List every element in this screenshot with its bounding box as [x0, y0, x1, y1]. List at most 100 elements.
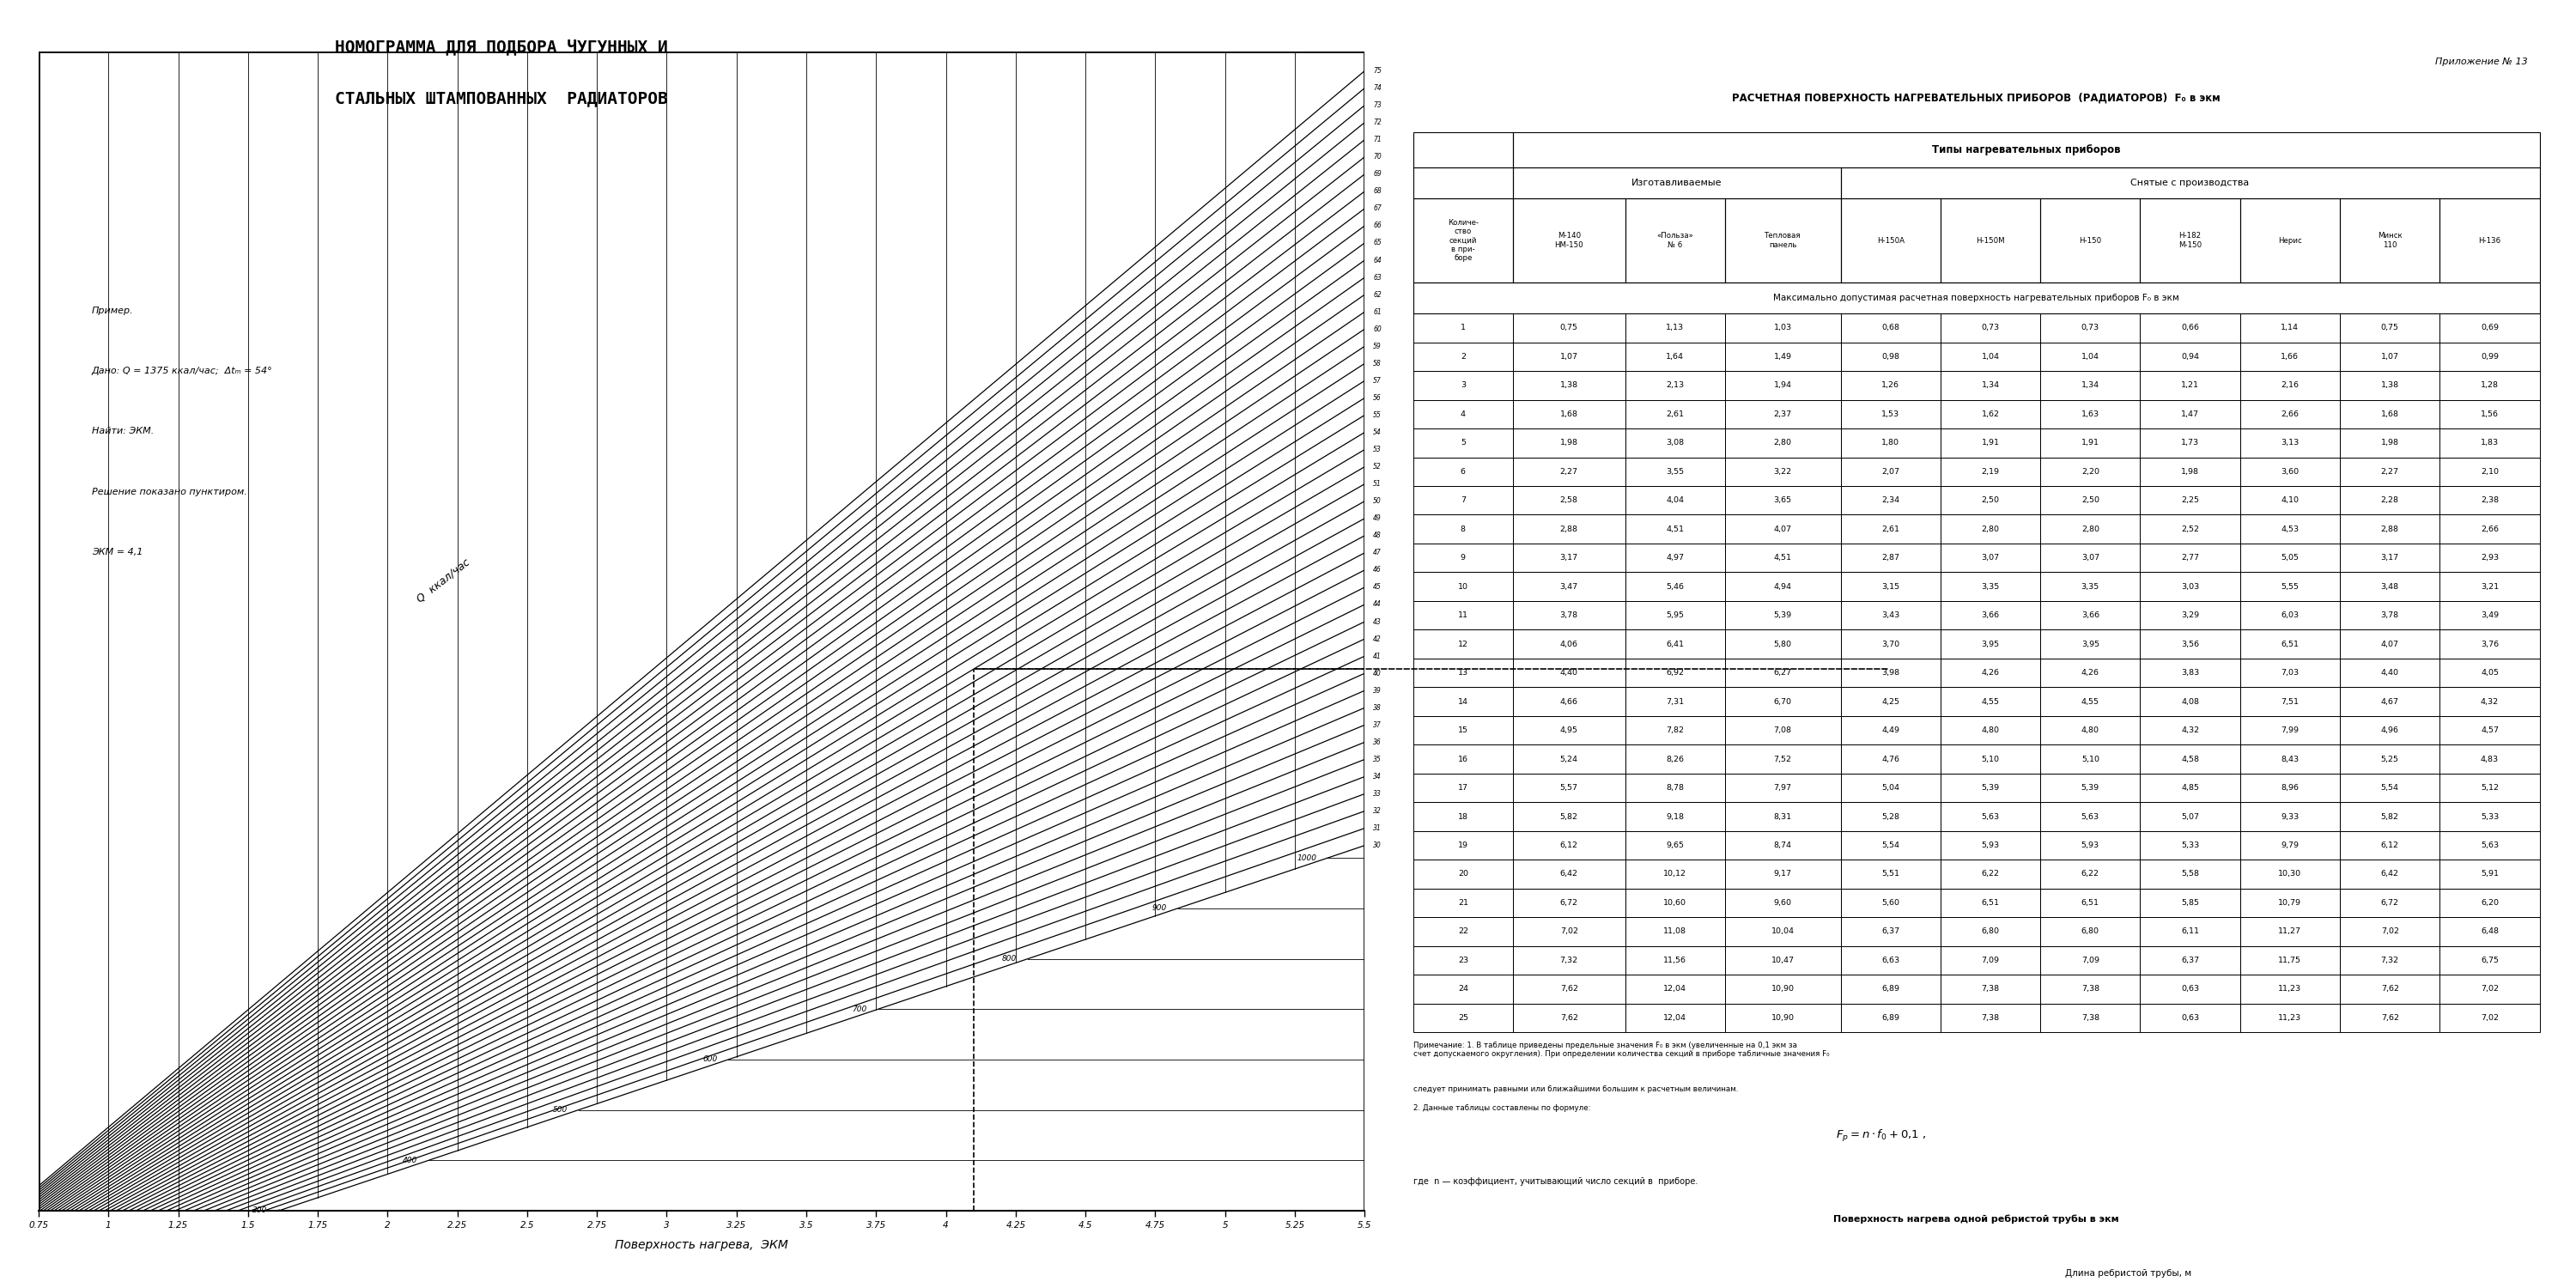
Bar — [1414, 371, 1512, 399]
Text: 7,99: 7,99 — [2280, 726, 2298, 734]
Text: 2,37: 2,37 — [1775, 411, 1793, 419]
Bar — [1940, 688, 2040, 716]
Text: 20: 20 — [1458, 871, 1468, 878]
Text: 11,56: 11,56 — [1664, 957, 1687, 965]
Bar — [1726, 831, 1842, 859]
Text: 3,08: 3,08 — [1667, 439, 1685, 447]
Text: 4,51: 4,51 — [1775, 554, 1793, 562]
Text: 600: 600 — [703, 1056, 716, 1064]
Text: 2,20: 2,20 — [2081, 468, 2099, 475]
Text: 5,82: 5,82 — [1561, 813, 1579, 820]
Text: 56: 56 — [1373, 394, 1381, 402]
Bar — [1625, 313, 1726, 343]
Bar — [1842, 716, 1940, 744]
Bar — [2141, 975, 2241, 1003]
Text: Количе-
ство
секций
в при-
боре: Количе- ство секций в при- боре — [1448, 219, 1479, 263]
Text: 62: 62 — [1373, 291, 1381, 299]
Text: 7,38: 7,38 — [1981, 1014, 1999, 1021]
Bar — [2339, 429, 2439, 457]
Bar — [2439, 831, 2540, 859]
Bar — [2439, 688, 2540, 716]
Text: 1,03: 1,03 — [1775, 325, 1793, 332]
Bar — [1940, 1003, 2040, 1032]
Text: 5,28: 5,28 — [1880, 813, 1899, 820]
Bar — [2339, 601, 2439, 630]
Text: 10,47: 10,47 — [1772, 957, 1795, 965]
Bar — [1414, 945, 1512, 975]
Bar — [1414, 889, 1512, 917]
Text: 1,13: 1,13 — [1667, 325, 1685, 332]
Text: 54: 54 — [1373, 429, 1381, 437]
Bar — [2040, 198, 2141, 282]
Bar — [1512, 371, 1625, 399]
Text: 0,66: 0,66 — [2182, 325, 2200, 332]
Text: 41: 41 — [1373, 652, 1381, 659]
Bar — [1512, 744, 1625, 774]
Text: 0,75: 0,75 — [2380, 325, 2398, 332]
Text: Типы нагревательных приборов: Типы нагревательных приборов — [1932, 144, 2120, 156]
Text: 4,55: 4,55 — [2081, 698, 2099, 706]
Text: 6,22: 6,22 — [1981, 871, 1999, 878]
Text: 0,69: 0,69 — [2481, 325, 2499, 332]
Bar — [1726, 917, 1842, 945]
Bar — [2241, 457, 2339, 486]
Text: 6,80: 6,80 — [1981, 927, 1999, 935]
Text: 5,10: 5,10 — [1981, 755, 1999, 762]
Text: 4,05: 4,05 — [2481, 668, 2499, 676]
Text: 6,89: 6,89 — [1880, 1014, 1899, 1021]
Text: 10,12: 10,12 — [1664, 871, 1687, 878]
Bar — [2040, 544, 2141, 572]
Text: 2,16: 2,16 — [2280, 381, 2298, 389]
Bar — [2241, 601, 2339, 630]
Text: 53: 53 — [1373, 446, 1381, 453]
Text: 48: 48 — [1373, 532, 1381, 540]
Bar — [1940, 544, 2040, 572]
Bar — [2439, 313, 2540, 343]
Text: 5,82: 5,82 — [2380, 813, 2398, 820]
Text: 63: 63 — [1373, 273, 1381, 281]
Text: 10,90: 10,90 — [1772, 1014, 1795, 1021]
Bar — [1842, 658, 1940, 688]
Bar — [1726, 945, 1842, 975]
Bar — [2439, 716, 2540, 744]
Text: 11,23: 11,23 — [2277, 985, 2300, 993]
Bar — [2040, 515, 2141, 544]
Bar — [1726, 429, 1842, 457]
Bar — [2040, 658, 2141, 688]
Bar — [2439, 371, 2540, 399]
Bar — [2241, 802, 2339, 831]
Text: 7,08: 7,08 — [1775, 726, 1793, 734]
Bar — [2141, 486, 2241, 515]
Bar — [2241, 630, 2339, 658]
Bar — [1512, 515, 1625, 544]
Text: 6,12: 6,12 — [2380, 841, 2398, 849]
Text: 6,92: 6,92 — [1667, 668, 1685, 676]
Text: 0,99: 0,99 — [2481, 353, 2499, 361]
Text: 7,51: 7,51 — [2280, 698, 2298, 706]
Bar — [1625, 1003, 1726, 1032]
Text: 2,61: 2,61 — [1667, 411, 1685, 419]
Text: 31: 31 — [1373, 824, 1381, 832]
Text: 68: 68 — [1373, 188, 1381, 196]
Bar — [2141, 515, 2241, 544]
Text: 7,62: 7,62 — [2380, 985, 2398, 993]
Text: 65: 65 — [1373, 240, 1381, 247]
Text: 2,52: 2,52 — [2182, 526, 2200, 533]
Text: 2,58: 2,58 — [1561, 496, 1579, 504]
Text: ЭКМ = 4,1: ЭКМ = 4,1 — [93, 547, 142, 556]
Bar — [1726, 658, 1842, 688]
Bar — [1512, 544, 1625, 572]
Text: 2,66: 2,66 — [2280, 411, 2298, 419]
Text: Тепловая
панель: Тепловая панель — [1765, 232, 1801, 249]
Bar — [2339, 343, 2439, 371]
Text: 9: 9 — [1461, 554, 1466, 562]
Text: 1,68: 1,68 — [1561, 411, 1579, 419]
Text: 3,55: 3,55 — [1667, 468, 1685, 475]
Text: 1,53: 1,53 — [1880, 411, 1899, 419]
Bar — [1726, 716, 1842, 744]
Bar — [2040, 975, 2141, 1003]
Bar — [2040, 457, 2141, 486]
Text: 1,91: 1,91 — [2081, 439, 2099, 447]
Text: 6,37: 6,37 — [2182, 957, 2200, 965]
Text: 5,80: 5,80 — [1775, 640, 1793, 648]
